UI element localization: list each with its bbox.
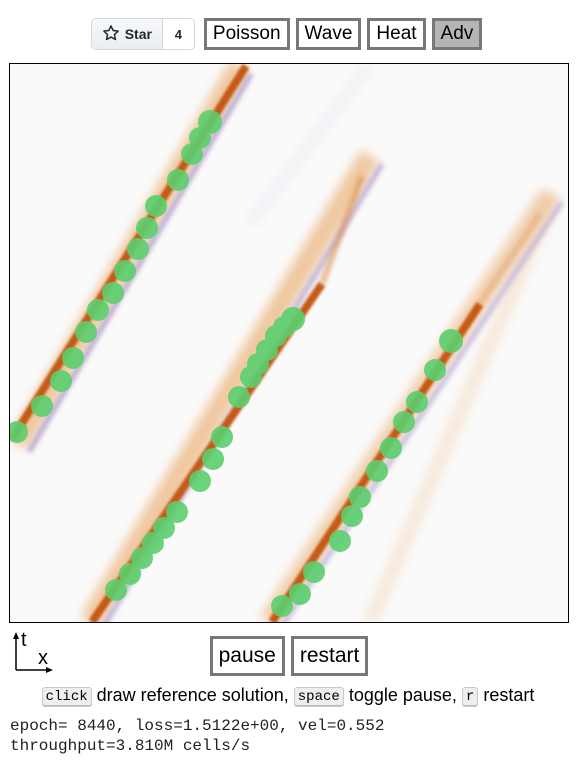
diffuse-traces	[245, 64, 562, 622]
stats-line-throughput: throughput=3.810M cells/s	[10, 737, 251, 755]
simulation-canvas[interactable]	[9, 63, 569, 623]
reference-markers	[10, 110, 463, 617]
github-star-button[interactable]: Star	[91, 19, 163, 49]
keyboard-help: click draw reference solution, space tog…	[0, 685, 576, 709]
space-key: space	[293, 687, 344, 707]
restart-button[interactable]: restart	[290, 636, 369, 676]
r-help-text: restart	[483, 685, 535, 705]
github-star-widget: Star 4	[90, 18, 195, 50]
mode-button-adv[interactable]: Adv	[431, 18, 483, 50]
star-icon	[102, 24, 120, 45]
space-help-text: toggle pause,	[348, 685, 457, 705]
pause-button[interactable]: pause	[209, 636, 285, 676]
github-star-count[interactable]: 4	[162, 19, 194, 49]
click-key: click	[41, 687, 92, 707]
mode-button-poisson[interactable]: Poisson	[203, 18, 290, 50]
axis-label-x: x	[38, 647, 48, 669]
training-stats: epoch= 8440, loss=1.5122e+00, vel=0.552 t…	[10, 716, 384, 756]
github-star-label: Star	[124, 26, 152, 42]
axes-arrows-icon	[13, 632, 53, 673]
axes-indicator: t x	[10, 629, 54, 674]
top-toolbar: Star 4 Poisson Wave Heat Adv	[0, 17, 576, 51]
control-buttons: pause restart	[0, 636, 576, 676]
advection-field-plot	[10, 64, 565, 622]
mode-button-wave[interactable]: Wave	[295, 18, 362, 50]
axis-label-t: t	[21, 629, 27, 651]
stats-line-epoch: epoch= 8440, loss=1.5122e+00, vel=0.552	[10, 717, 385, 735]
r-key: r	[461, 687, 479, 707]
mode-button-heat[interactable]: Heat	[367, 18, 426, 50]
click-help-text: draw reference solution,	[96, 685, 289, 705]
